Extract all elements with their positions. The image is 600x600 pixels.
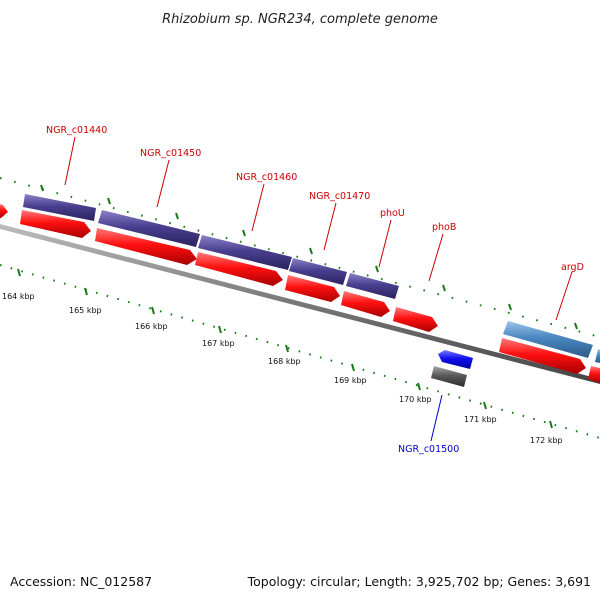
tick-label-168: 168 kbp [268,357,301,366]
gene-next-partial[interactable] [595,349,600,363]
label-phoB[interactable]: phoB [432,222,456,233]
forward-cds-ring [0,204,600,383]
accession-text: Accession: NC_012587 [10,574,152,589]
gene-phoU[interactable] [346,273,399,299]
inner-tick-ring [0,264,600,439]
gene-ring [23,194,600,363]
gene-argD[interactable] [503,321,593,358]
tick-label-166: 166 kbp [135,322,168,331]
inner-major-ticks [17,268,553,429]
cds-ngr_c01450[interactable] [95,228,197,265]
cds-ngr_c01460[interactable] [195,252,283,286]
cds-partial-left[interactable] [0,204,8,218]
outer-major-ticks [40,184,578,330]
tick-label-172: 172 kbp [530,436,563,445]
label-ngr_c01470[interactable]: NGR_c01470 [309,191,370,202]
gene-ngr_c01440[interactable] [23,194,96,221]
label-argD[interactable]: argD [561,262,584,273]
cds-ngr_c01470[interactable] [285,275,340,302]
cds-ngr_c01440[interactable] [20,210,91,238]
topology-summary-text: Topology: circular; Length: 3,925,702 bp… [247,574,591,589]
genome-title: Rhizobium sp. NGR234, complete genome [162,12,438,27]
label-ngr_c01450[interactable]: NGR_c01450 [140,148,201,159]
gene-ngr_c01500[interactable] [431,366,467,387]
label-leader-lines [64,136,573,442]
tick-label-165: 165 kbp [69,306,102,315]
tick-label-169: 169 kbp [334,376,367,385]
label-ngr_c01460[interactable]: NGR_c01460 [236,172,297,183]
outer-tick-ring [0,177,600,338]
tick-label-167: 167 kbp [202,339,235,348]
tick-label-164: 164 kbp [2,292,35,301]
cds-phoU[interactable] [341,291,390,317]
gene-labels: NGR_c01440 NGR_c01450 NGR_c01460 NGR_c01… [46,125,584,455]
label-ngr_c01500[interactable]: NGR_c01500 [398,444,459,455]
cds-argD[interactable] [499,338,586,374]
label-ngr_c01440[interactable]: NGR_c01440 [46,125,107,136]
reverse-strand [431,350,473,387]
label-phoU[interactable]: phoU [380,208,405,219]
gene-ngr_c01460[interactable] [198,235,292,270]
tick-label-171: 171 kbp [464,415,497,424]
gene-ngr_c01450[interactable] [98,210,200,247]
genome-backbone [0,224,600,384]
cds-next-partial[interactable] [588,366,600,383]
gene-ngr_c01470[interactable] [289,258,347,285]
tick-label-170: 170 kbp [399,395,432,404]
kbp-tick-labels: 164 kbp 165 kbp 166 kbp 167 kbp 168 kbp … [2,292,563,445]
cds-phoB[interactable] [393,307,438,332]
cds-ngr_c01500[interactable] [438,350,473,369]
